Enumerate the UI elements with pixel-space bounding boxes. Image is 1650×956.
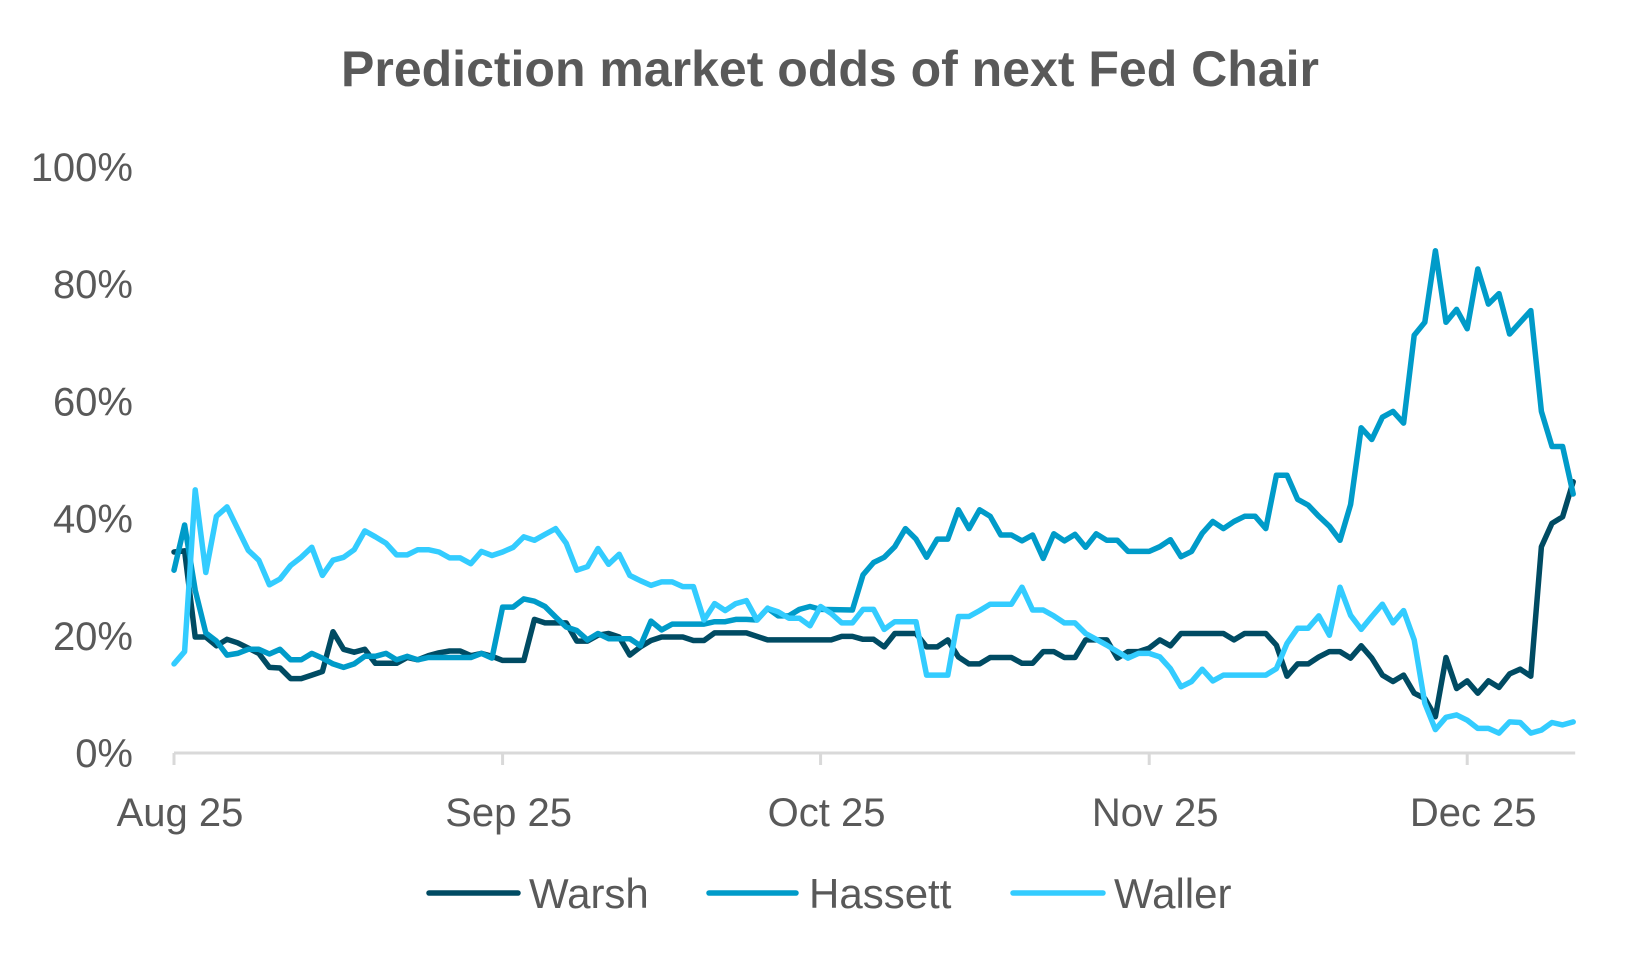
x-axis: Aug 25 Sep 25 Oct 25 Nov 25 Dec 25 xyxy=(117,751,1576,835)
plot-area xyxy=(171,248,1576,736)
x-tick-label: Nov 25 xyxy=(1092,791,1219,835)
series-line-waller xyxy=(171,487,1576,736)
y-tick-label: 60% xyxy=(53,380,133,424)
series-line-hassett xyxy=(171,248,1576,671)
legend-label: Hassett xyxy=(809,870,952,917)
chart-title: Prediction market odds of next Fed Chair xyxy=(341,41,1319,97)
y-axis: 0% 20% 40% 60% 80% 100% xyxy=(31,146,133,776)
y-tick-label: 20% xyxy=(53,615,133,659)
y-tick-label: 100% xyxy=(31,146,133,190)
series-line-warsh xyxy=(171,478,1576,720)
x-tick-label: Oct 25 xyxy=(768,791,886,835)
legend-label: Waller xyxy=(1114,870,1231,917)
y-tick-label: 40% xyxy=(53,498,133,542)
legend-label: Warsh xyxy=(529,870,649,917)
y-tick-label: 0% xyxy=(75,732,133,776)
x-tick-label: Aug 25 xyxy=(117,791,244,835)
legend: Warsh Hassett Waller xyxy=(426,870,1231,917)
y-tick-label: 80% xyxy=(53,263,133,307)
x-tick-label: Dec 25 xyxy=(1410,791,1537,835)
x-tick-label: Sep 25 xyxy=(445,791,572,835)
